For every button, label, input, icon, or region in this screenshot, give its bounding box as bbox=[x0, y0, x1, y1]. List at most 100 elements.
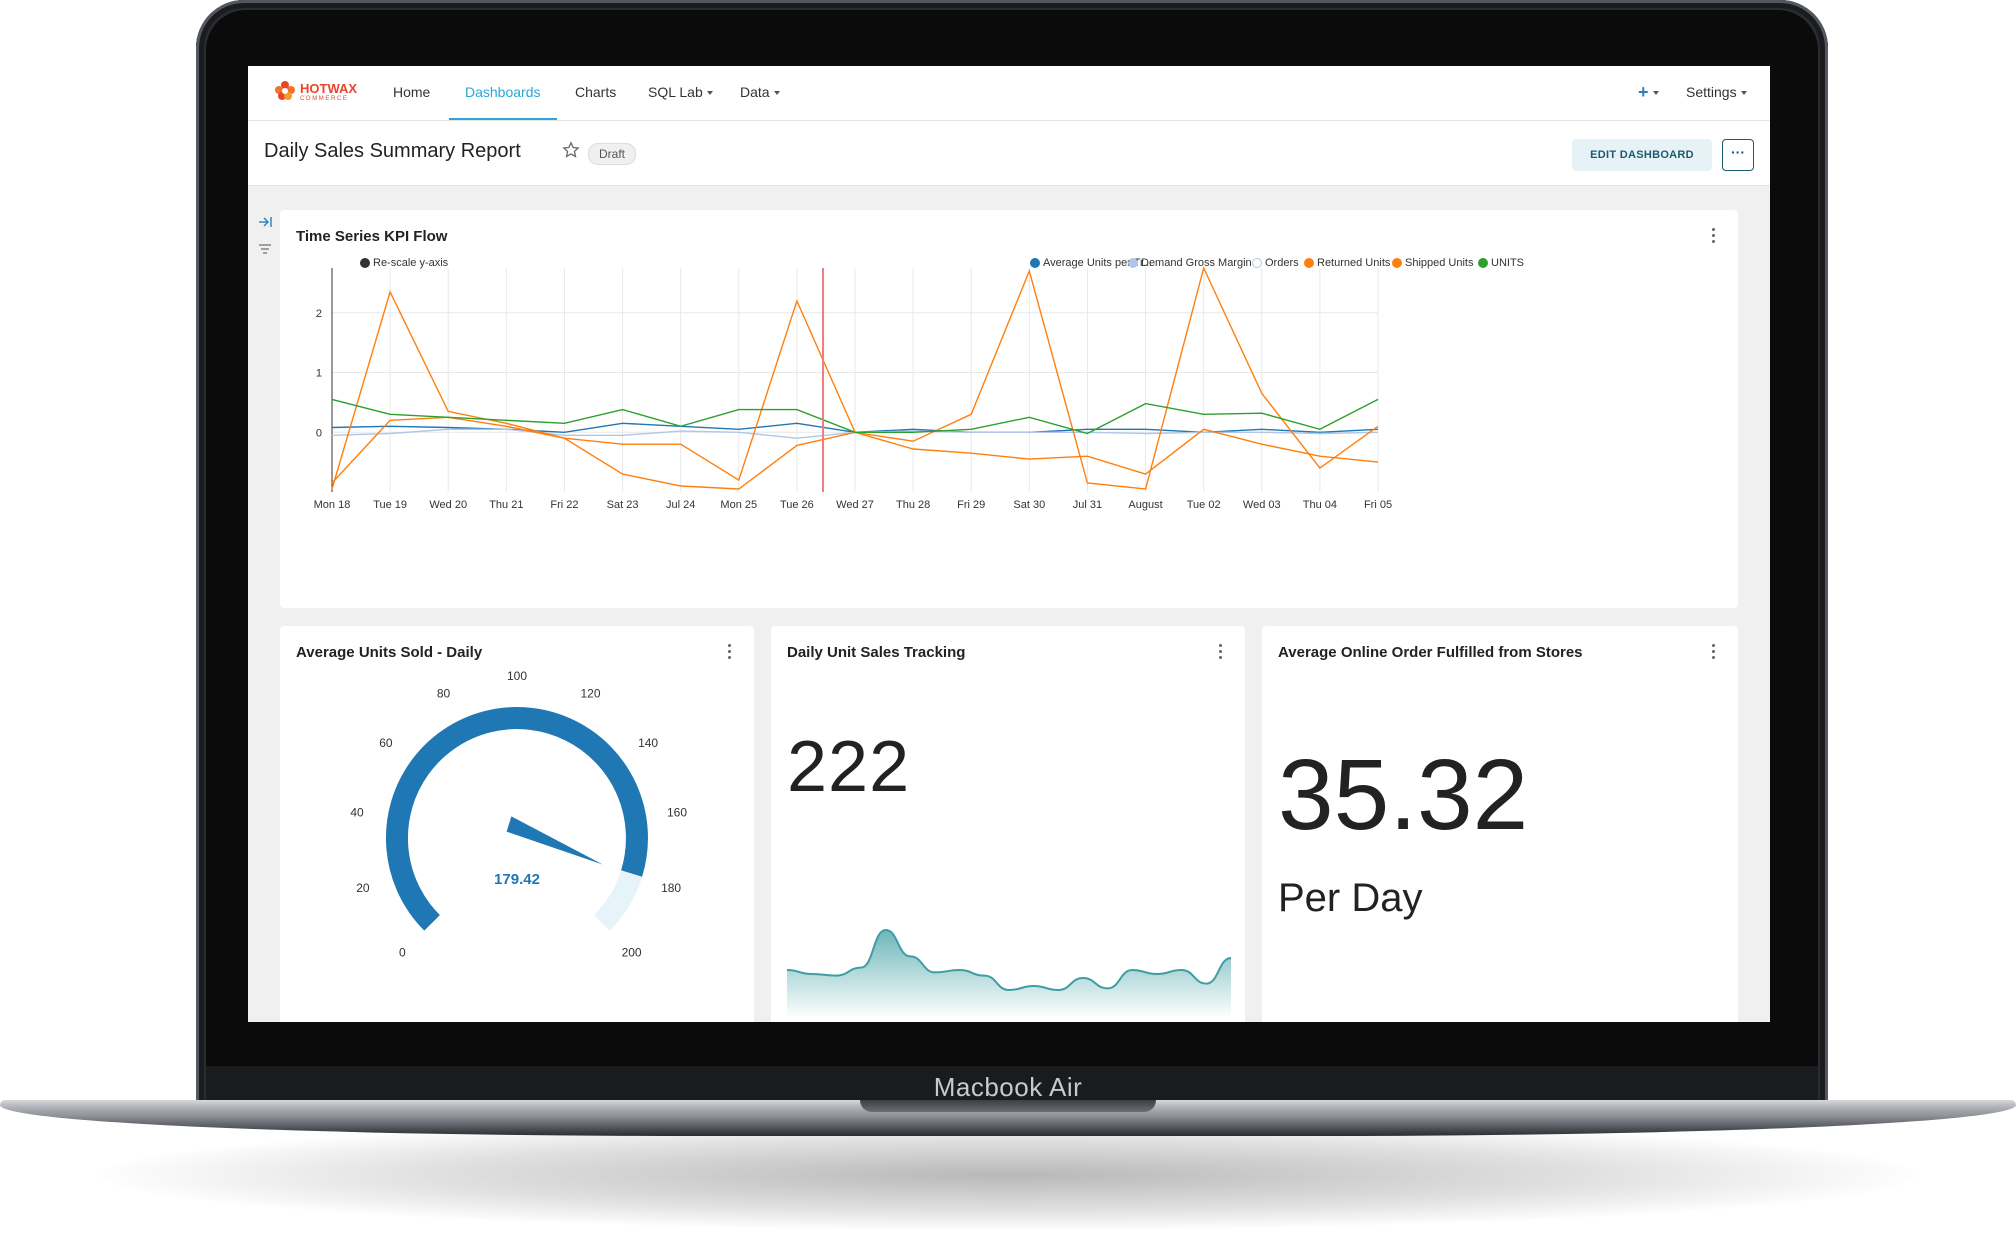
gauge-tick-label: 120 bbox=[580, 687, 600, 701]
legend-dot-icon bbox=[1392, 258, 1402, 268]
screen: HOTWAX COMMERCE Home Dashboards Charts S… bbox=[248, 66, 1770, 1022]
card-title: Daily Unit Sales Tracking bbox=[787, 644, 966, 661]
card-menu-icon[interactable] bbox=[1712, 228, 1716, 246]
more-options-button[interactable]: ··· bbox=[1722, 139, 1754, 171]
x-tick-label: Sat 23 bbox=[607, 499, 639, 511]
legend-item[interactable]: UNITS bbox=[1478, 257, 1524, 269]
chevron-down-icon bbox=[1740, 91, 1747, 96]
legend-item[interactable]: Demand Gross Margin bbox=[1128, 257, 1252, 269]
legend-label: Returned Units bbox=[1317, 257, 1391, 269]
big-number: 222 bbox=[787, 727, 911, 807]
dashboard-header: Daily Sales Summary Report Draft EDIT DA… bbox=[248, 121, 1770, 186]
legend-item[interactable]: Average Units per Tr... bbox=[1030, 257, 1152, 269]
legend-label: Shipped Units bbox=[1405, 257, 1474, 269]
favorite-star-icon[interactable] bbox=[562, 141, 580, 159]
card-menu-icon[interactable] bbox=[728, 644, 732, 662]
x-tick-label: Sat 30 bbox=[1013, 499, 1045, 511]
x-tick-label: Thu 04 bbox=[1303, 499, 1337, 511]
y-tick-label: 2 bbox=[316, 308, 322, 320]
legend-label: Orders bbox=[1265, 257, 1299, 269]
big-number: 35.32 bbox=[1278, 739, 1529, 851]
series-line bbox=[331, 398, 1379, 435]
x-tick-label: Jul 24 bbox=[666, 499, 695, 511]
x-tick-label: August bbox=[1128, 499, 1162, 511]
sparkline-area bbox=[787, 930, 1231, 1016]
expand-filters-icon[interactable] bbox=[258, 216, 272, 228]
x-tick-label: Thu 21 bbox=[489, 499, 523, 511]
legend-dot-icon bbox=[1478, 258, 1488, 268]
gauge-progress bbox=[386, 707, 648, 931]
card-title: Average Online Order Fulfilled from Stor… bbox=[1278, 644, 1583, 661]
y-tick-label: 1 bbox=[316, 368, 322, 380]
gauge-value-label: 179.42 bbox=[494, 871, 540, 888]
logo-flower-icon bbox=[275, 81, 295, 100]
gauge-tick-label: 20 bbox=[356, 881, 370, 895]
legend-dot-icon bbox=[1252, 258, 1262, 268]
sparkline-chart bbox=[787, 928, 1231, 1016]
nav-home[interactable]: Home bbox=[393, 84, 431, 100]
gauge-tick-label: 180 bbox=[661, 881, 681, 895]
legend-label: Demand Gross Margin bbox=[1141, 257, 1252, 269]
logo-text: HOTWAX bbox=[300, 81, 358, 96]
plus-icon: + bbox=[1638, 82, 1649, 102]
time-series-chart: 0 1 2 Mon 18 Tue 19 Wed 20 Thu 21 Fri 22 Sat 23 J… bbox=[314, 265, 1392, 511]
legend-dot-icon bbox=[1030, 258, 1040, 268]
gauge-tick-label: 100 bbox=[507, 669, 527, 683]
gauge-tick-label: 80 bbox=[437, 687, 451, 701]
gauge-tick-label: 60 bbox=[379, 736, 393, 750]
x-tick-label: Mon 25 bbox=[720, 499, 757, 511]
top-navbar: HOTWAX COMMERCE Home Dashboards Charts S… bbox=[248, 66, 1770, 121]
nav-sql-lab[interactable]: SQL Lab bbox=[648, 66, 713, 120]
x-tick-label: Wed 27 bbox=[836, 499, 874, 511]
status-badge: Draft bbox=[588, 143, 637, 165]
x-tick-label: Fri 05 bbox=[1364, 499, 1392, 511]
nav-dashboards[interactable]: Dashboards bbox=[449, 66, 557, 120]
x-tick-label: Tue 26 bbox=[780, 499, 814, 511]
edit-dashboard-button[interactable]: EDIT DASHBOARD bbox=[1572, 139, 1712, 171]
legend-dot-icon bbox=[1128, 258, 1138, 268]
y-tick-label: 0 bbox=[316, 427, 322, 439]
card-menu-icon[interactable] bbox=[1712, 644, 1716, 662]
nav-data[interactable]: Data bbox=[740, 66, 780, 120]
gauge-tick-label: 160 bbox=[667, 806, 687, 820]
rescale-dot-icon bbox=[360, 258, 370, 268]
legend-item[interactable]: Shipped Units bbox=[1392, 257, 1474, 269]
card-menu-icon[interactable] bbox=[1219, 644, 1223, 662]
gauge-tick-label: 40 bbox=[350, 806, 364, 820]
chevron-down-icon bbox=[1652, 91, 1659, 96]
x-tick-label: Thu 28 bbox=[896, 499, 930, 511]
laptop-shadow bbox=[100, 1120, 1916, 1230]
add-new-button[interactable]: + bbox=[1638, 66, 1659, 120]
x-tick-label: Wed 20 bbox=[429, 499, 467, 511]
gauge-pointer bbox=[506, 816, 603, 865]
legend-item[interactable]: Returned Units bbox=[1304, 257, 1390, 269]
card-title: Time Series KPI Flow bbox=[296, 228, 448, 245]
x-tick-label: Fri 29 bbox=[957, 499, 985, 511]
legend-label: Average Units per Tr... bbox=[1043, 257, 1153, 269]
tracking-card: Daily Unit Sales Tracking 222 bbox=[771, 626, 1245, 1022]
logo-subtext: COMMERCE bbox=[300, 96, 349, 102]
laptop-notch bbox=[860, 1100, 1156, 1112]
x-tick-label: Jul 31 bbox=[1073, 499, 1102, 511]
legend-item[interactable]: Orders bbox=[1252, 257, 1299, 269]
chevron-down-icon bbox=[773, 91, 780, 96]
big-number-subheader: Per Day bbox=[1278, 876, 1423, 920]
chevron-down-icon bbox=[706, 91, 713, 96]
online-orders-card: Average Online Order Fulfilled from Stor… bbox=[1262, 626, 1738, 1022]
legend-label: UNITS bbox=[1491, 257, 1524, 269]
filter-icon[interactable] bbox=[258, 243, 272, 255]
nav-charts[interactable]: Charts bbox=[575, 84, 617, 100]
x-tick-label: Mon 18 bbox=[314, 499, 351, 511]
settings-menu[interactable]: Settings bbox=[1686, 66, 1747, 120]
gauge-tick-label: 200 bbox=[622, 946, 642, 960]
x-tick-label: Tue 19 bbox=[373, 499, 407, 511]
x-tick-label: Wed 03 bbox=[1243, 499, 1281, 511]
page-title: Daily Sales Summary Report bbox=[264, 140, 521, 162]
rescale-y-axis-toggle[interactable]: Re-scale y-axis bbox=[360, 257, 448, 269]
gauge-tick-label: 0 bbox=[399, 946, 406, 960]
device-label: Macbook Air bbox=[933, 1072, 1083, 1102]
x-tick-label: Tue 02 bbox=[1187, 499, 1221, 511]
sparkline-line bbox=[787, 928, 1231, 992]
legend-dot-icon bbox=[1304, 258, 1314, 268]
x-tick-label: Fri 22 bbox=[550, 499, 578, 511]
